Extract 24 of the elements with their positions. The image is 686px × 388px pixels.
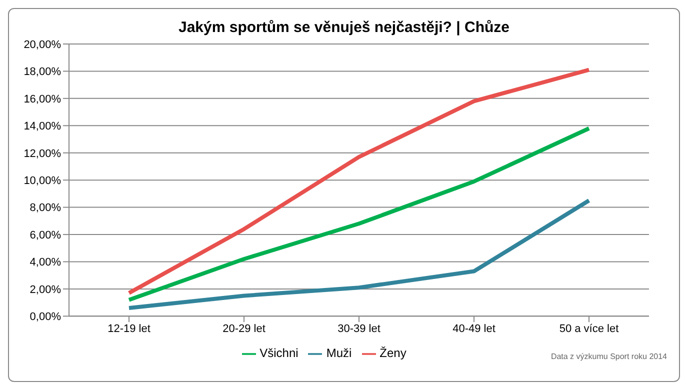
line-series [127, 126, 591, 302]
line-series [127, 198, 591, 310]
x-tick-label: 40-49 let [452, 322, 496, 335]
legend-label: Muži [326, 346, 352, 360]
x-tick-label: 50 a více let [559, 322, 619, 335]
y-tick-label: 12,00% [24, 148, 62, 160]
y-tick-label: 10,00% [24, 174, 62, 187]
y-tick-label: 18,00% [24, 66, 62, 78]
y-tick-label: 14,00% [24, 120, 62, 133]
x-tick-label: 30-39 let [338, 322, 380, 335]
y-tick-label: 6,00% [30, 229, 62, 242]
text: Data z výzkumu Sport roku 2014 [550, 352, 667, 361]
legend-label: Všichni [260, 346, 298, 360]
y-tick-label: 8,00% [30, 202, 62, 214]
chart-title: Jakým sportům se věnuješ nejčastěji? | Chůze [178, 19, 510, 36]
line-series [127, 68, 591, 296]
legend-label: Ženy [380, 346, 406, 360]
y-tick-label: 2,00% [30, 284, 62, 296]
y-tick-label: 0,00% [30, 311, 62, 324]
y-tick-label: 4,00% [30, 256, 62, 269]
y-tick-label: 16,00% [24, 93, 62, 106]
x-tick-label: 12-19 let [108, 322, 150, 335]
x-tick-label: 20-29 let [222, 322, 266, 335]
y-tick-label: 20,00% [24, 38, 62, 51]
